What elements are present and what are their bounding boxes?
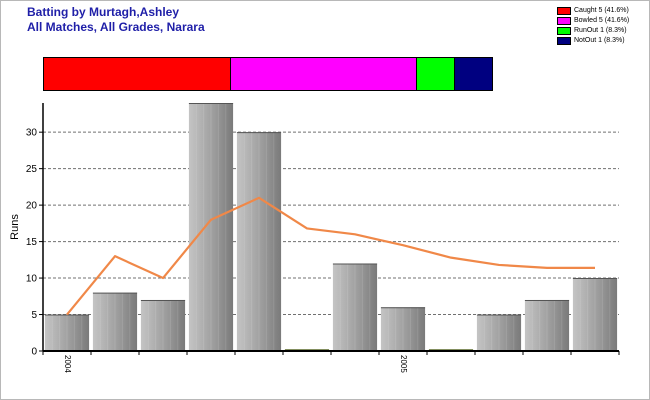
grid-lines [43, 131, 619, 316]
bar [380, 307, 426, 351]
chart-subtitle: All Matches, All Grades, Narara [27, 20, 205, 34]
bar [44, 314, 90, 351]
dismissal-segment-runout [417, 58, 455, 90]
bar [188, 103, 234, 351]
y-tick-label: 10 [26, 274, 38, 285]
y-tick-label: 20 [26, 201, 38, 212]
axes: 0 5 10 15 20 25 30 2004 2005 [26, 103, 620, 373]
legend-label-runout: RunOut 1 (8.3%) [574, 27, 627, 34]
bar [332, 263, 378, 351]
y-tick-label: 0 [31, 347, 37, 358]
y-tick-label: 30 [26, 128, 38, 139]
dismissal-segment-notout [454, 58, 492, 90]
bar-body [572, 278, 618, 351]
y-tick-label: 15 [26, 237, 38, 248]
bar [476, 314, 522, 351]
legend-swatch-caught [557, 7, 571, 15]
x-tick-label: 2004 [63, 355, 72, 373]
bar [140, 299, 186, 351]
y-tick-label: 5 [31, 310, 37, 321]
dismissal-breakdown-bar [43, 57, 493, 91]
legend-label-notout: NotOut 1 (8.3%) [574, 37, 625, 44]
bar [236, 132, 282, 351]
x-tick-label: 2005 [399, 355, 408, 373]
bar [524, 299, 570, 351]
bar [572, 278, 618, 351]
bar-body [188, 103, 234, 351]
legend-label-caught: Caught 5 (41.6%) [574, 7, 629, 14]
bar-body [92, 292, 138, 351]
bar-body [140, 299, 186, 351]
bar-body [380, 307, 426, 351]
trend-line [66, 196, 595, 316]
bars [44, 103, 618, 351]
legend-swatch-bowled [557, 17, 571, 25]
trend-line-path [66, 196, 595, 316]
bar-body [44, 314, 90, 351]
chart-title: Batting by Murtagh,Ashley [27, 5, 180, 19]
legend-swatch-notout [557, 37, 571, 45]
legend-label-bowled: Bowled 5 (41.6%) [574, 17, 630, 24]
bar-body [332, 263, 378, 351]
y-tick-label: 25 [26, 164, 38, 175]
bar-body [236, 132, 282, 351]
bar-body [524, 299, 570, 351]
y-axis-label: Runs [9, 214, 21, 240]
legend-swatch-runout [557, 27, 571, 35]
bar [92, 292, 138, 351]
bar-body [476, 314, 522, 351]
dismissal-segment-bowled [230, 58, 418, 90]
dismissal-segment-caught [44, 58, 231, 90]
